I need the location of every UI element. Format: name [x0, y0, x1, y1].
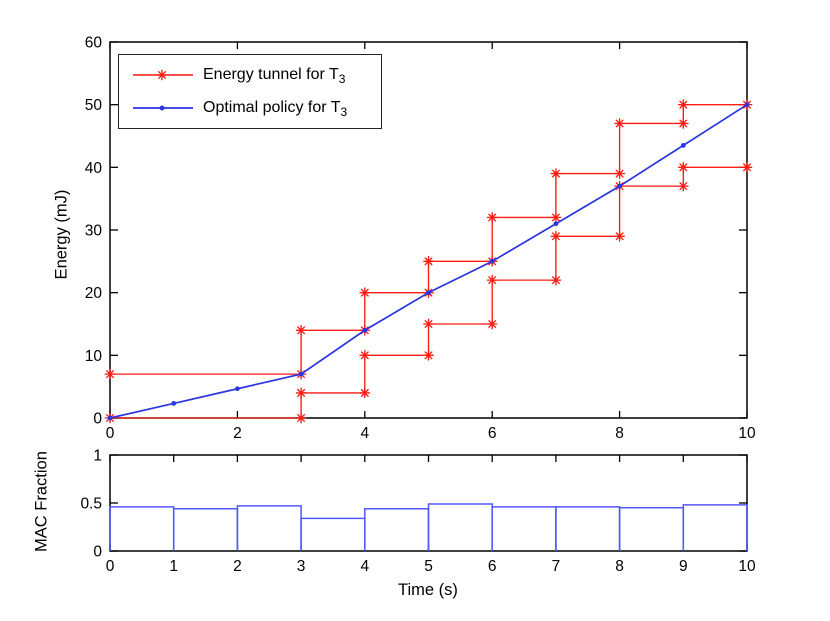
asterisk-marker	[550, 168, 562, 179]
svg-text:8: 8	[615, 558, 624, 575]
asterisk-marker	[423, 318, 434, 330]
svg-text:30: 30	[85, 223, 103, 240]
asterisk-marker	[486, 274, 498, 286]
svg-text:8: 8	[615, 425, 624, 442]
asterisk-marker	[359, 349, 371, 361]
svg-text:0: 0	[93, 411, 102, 428]
series-optimal-policy	[107, 102, 750, 421]
svg-text:6: 6	[488, 558, 497, 575]
asterisk-marker	[486, 318, 498, 330]
svg-text:5: 5	[424, 558, 433, 575]
x-axis-label: Time (s)	[398, 581, 458, 599]
series-mac-fraction	[109, 503, 748, 551]
asterisk-marker	[677, 180, 689, 192]
bottom-axes: 0 1 2 3 4 5 6 7 8 9 10 0 0.5 1	[80, 448, 756, 576]
asterisk-marker	[295, 324, 307, 336]
asterisk-marker	[677, 161, 689, 173]
svg-text:0: 0	[106, 425, 115, 442]
asterisk-marker	[550, 212, 562, 223]
svg-text:7: 7	[552, 558, 561, 575]
series-energy-tunnel	[104, 99, 753, 424]
svg-text:20: 20	[85, 285, 103, 302]
asterisk-marker	[614, 168, 625, 179]
svg-text:10: 10	[85, 348, 103, 365]
svg-text:10: 10	[738, 425, 756, 442]
svg-text:1: 1	[169, 558, 178, 575]
svg-text:4: 4	[360, 425, 369, 442]
svg-text:0: 0	[106, 558, 115, 575]
svg-text:4: 4	[360, 558, 369, 575]
asterisk-marker	[677, 118, 689, 129]
legend-label-policy: Optimal policy for T3	[203, 99, 348, 120]
legend-item-energy-tunnel: Energy tunnel for T3	[131, 64, 345, 86]
svg-text:0.5: 0.5	[80, 496, 102, 513]
policy-line-dot-icon	[133, 105, 193, 111]
asterisk-marker	[423, 349, 434, 361]
asterisk-marker	[614, 230, 625, 242]
asterisk-marker	[486, 212, 498, 223]
asterisk-marker	[359, 387, 371, 399]
bottom-y-axis-label: MAC Fraction	[32, 451, 51, 552]
svg-text:9: 9	[679, 558, 688, 575]
legend: Energy tunnel for T3 Optimal policy for …	[118, 54, 382, 129]
asterisk-marker	[104, 368, 116, 380]
asterisk-marker	[550, 230, 562, 242]
asterisk-marker	[550, 274, 562, 286]
svg-text:0: 0	[93, 544, 102, 561]
svg-text:3: 3	[297, 558, 306, 575]
tunnel-line-asterisk-icon	[133, 69, 193, 81]
svg-text:50: 50	[85, 97, 103, 114]
asterisk-marker	[614, 118, 625, 129]
asterisk-marker	[156, 69, 168, 81]
svg-text:6: 6	[488, 425, 497, 442]
asterisk-marker	[741, 161, 753, 173]
asterisk-marker	[677, 99, 689, 111]
legend-item-optimal-policy: Optimal policy for T3	[131, 97, 347, 119]
asterisk-marker	[295, 412, 307, 424]
legend-label-tunnel: Energy tunnel for T3	[203, 66, 346, 87]
svg-text:2: 2	[233, 425, 242, 442]
svg-text:40: 40	[85, 160, 103, 177]
svg-text:60: 60	[85, 35, 103, 52]
top-axes: 0 2 4 6 8 10 0 10 20 30 40 50 60	[85, 35, 756, 443]
svg-text:1: 1	[93, 448, 102, 465]
asterisk-marker	[423, 255, 434, 267]
top-y-axis-label: Energy (mJ)	[52, 189, 71, 280]
asterisk-marker	[359, 287, 371, 299]
asterisk-marker	[295, 387, 307, 399]
svg-text:2: 2	[233, 558, 242, 575]
svg-text:10: 10	[738, 558, 756, 575]
